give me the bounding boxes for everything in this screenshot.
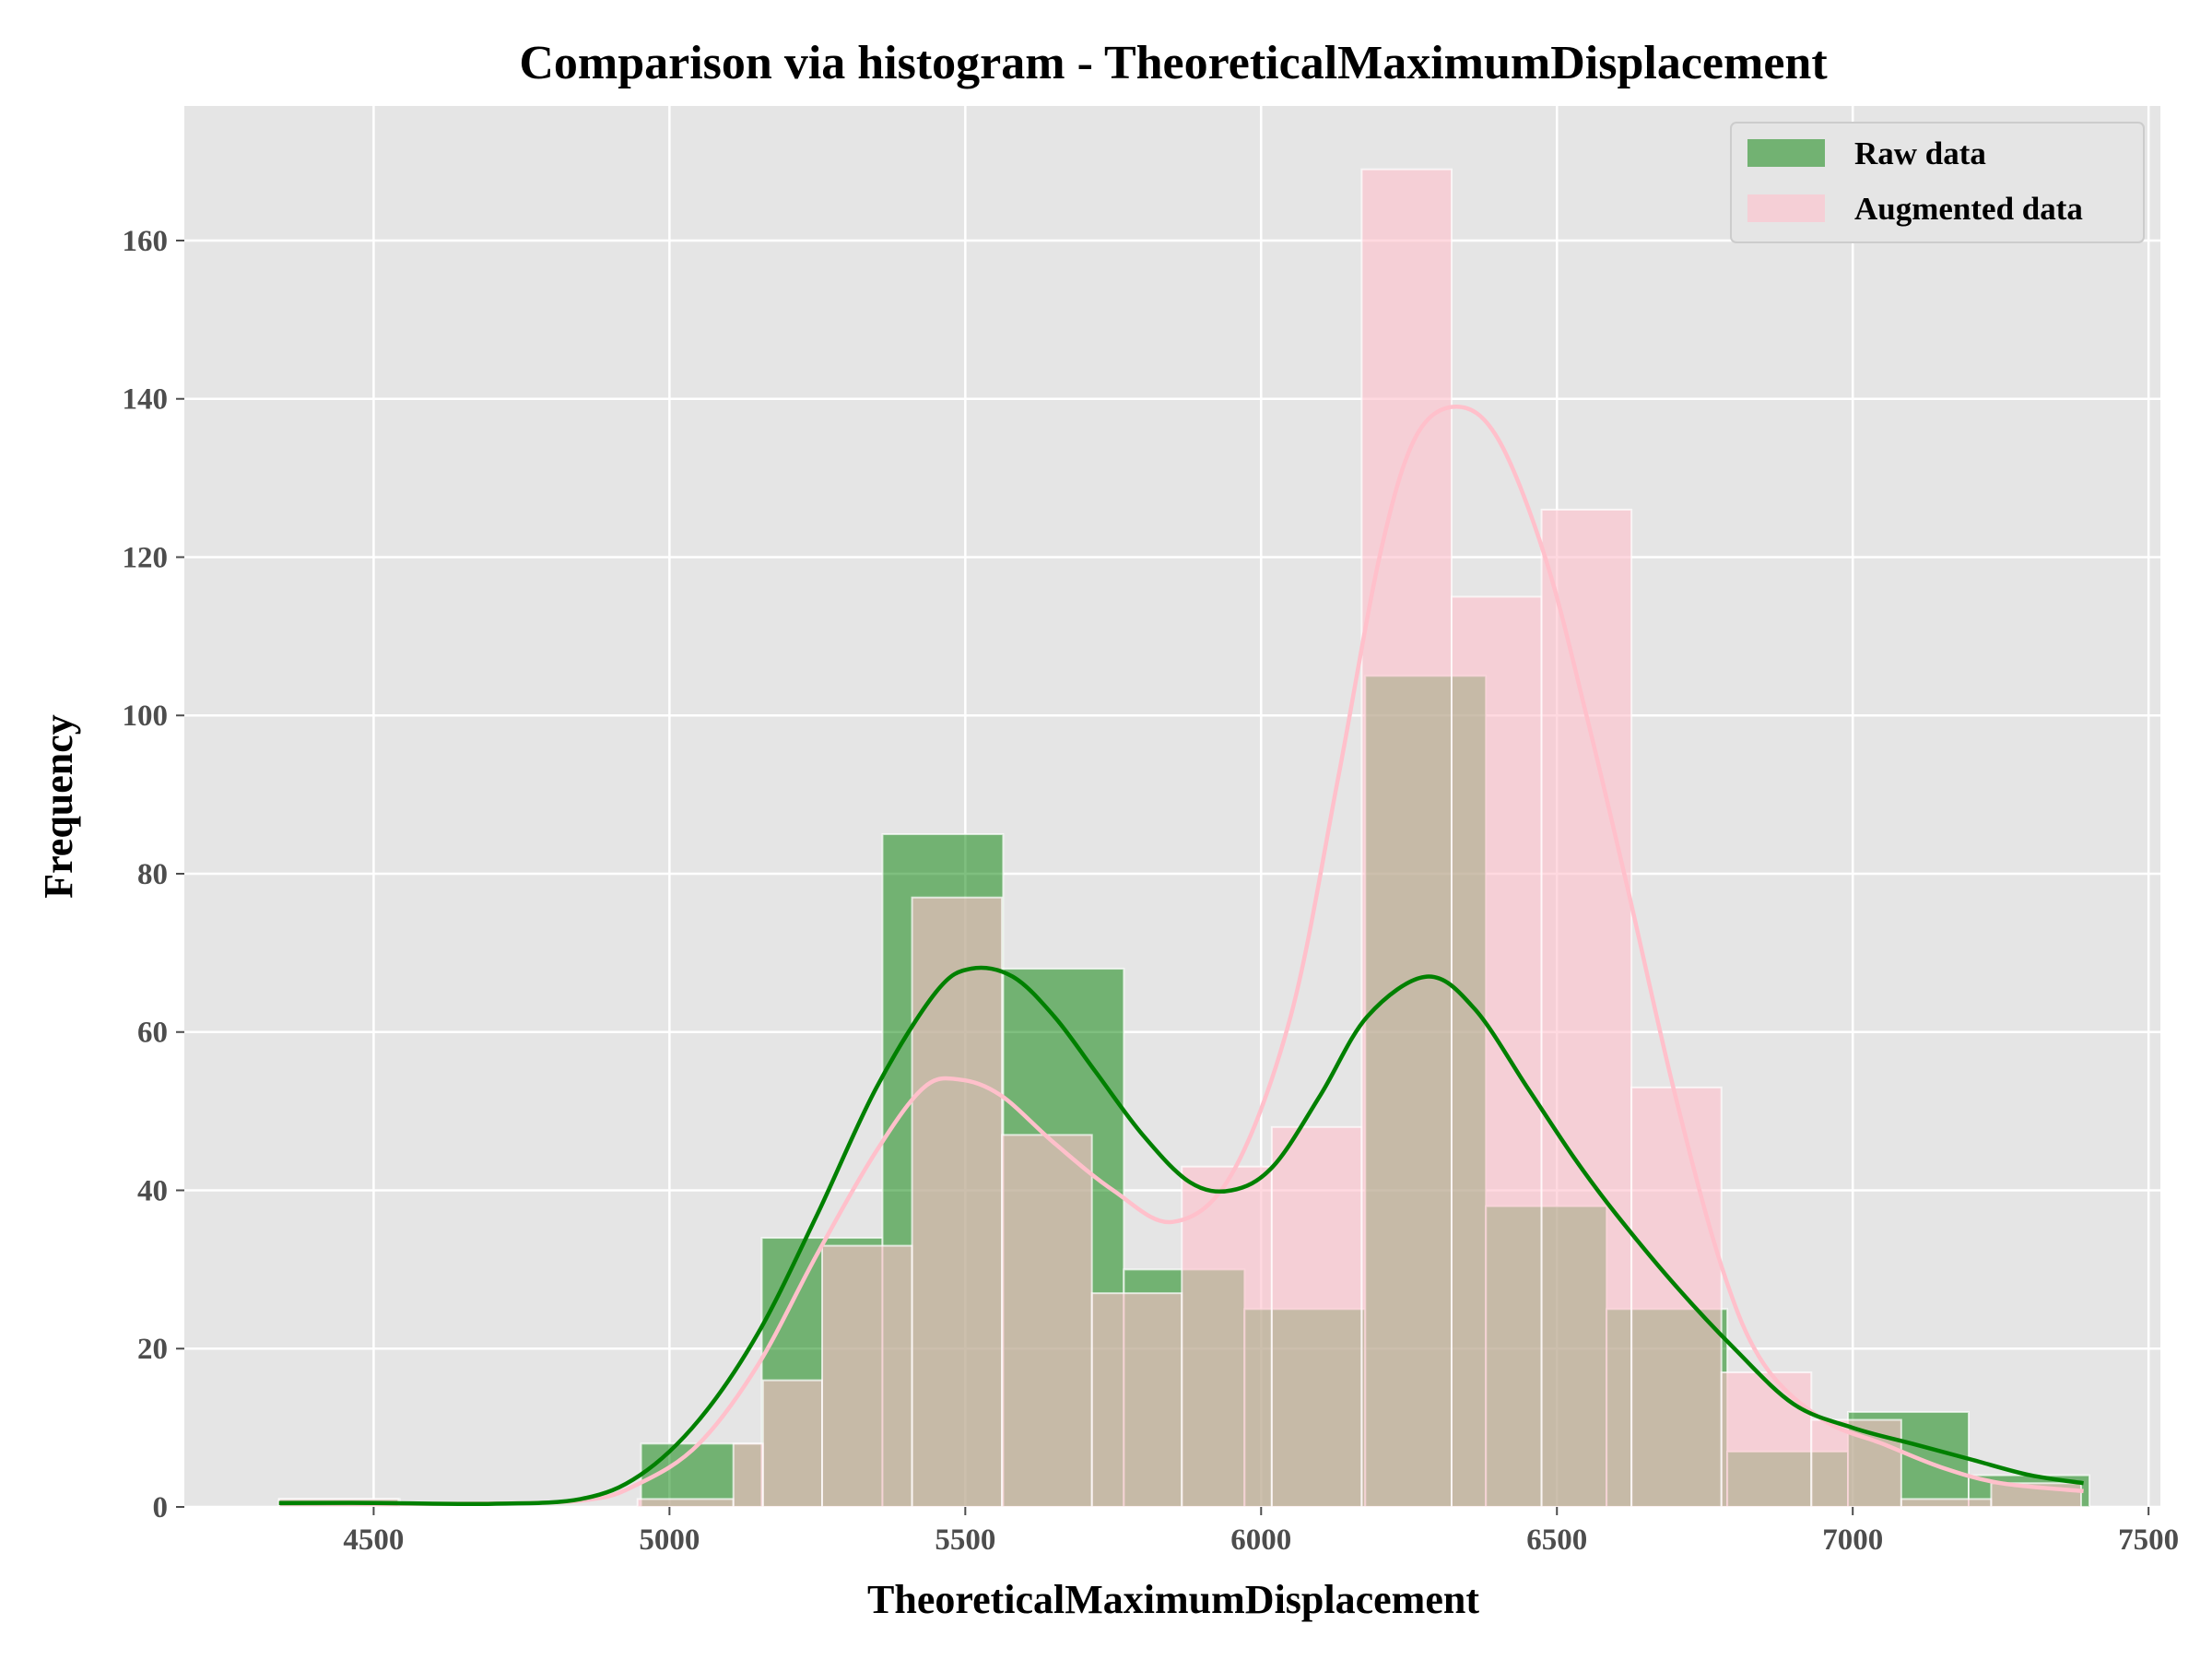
augmented-data-bar [636,1498,735,1509]
legend-label-raw: Raw data [1854,135,1986,171]
x-tick-label: 5000 [639,1524,700,1557]
x-tick-label: 5500 [935,1524,995,1557]
x-tick-label: 7000 [1822,1524,1883,1557]
augmented-data-bar [1001,1134,1093,1508]
augmented-data-bar [1990,1482,2082,1509]
axis-ticks: 4500 5000 5500 6000 6500 7000 7500 0 20 40 60 80 100… [123,225,2180,1557]
y-tick-label: 20 [137,1333,168,1366]
augmented-data-bar [1360,168,1453,1508]
legend-box [1730,122,2145,243]
y-tick-label: 80 [137,858,168,891]
y-tick-label: 40 [137,1174,168,1207]
y-tick-label: 100 [123,700,169,733]
y-axis-label: Frequency [36,714,81,899]
augmented-data-kde-line [278,405,2084,1506]
y-tick-label: 0 [153,1491,169,1524]
augmented-data-bar [820,1244,913,1509]
y-tick-label: 160 [123,225,169,258]
x-tick-label: 6500 [1526,1524,1587,1557]
x-tick-label: 4500 [343,1524,404,1557]
augmented-data-bar [1720,1371,1813,1509]
grid-lines [184,106,2160,1509]
legend-swatch-raw [1747,139,1825,167]
legend-label-augmented: Augmented data [1854,191,2083,227]
x-tick-label: 7500 [2118,1524,2179,1557]
x-tick-label: 6000 [1230,1524,1291,1557]
kde-curves [278,405,2084,1507]
y-tick-label: 60 [137,1017,168,1050]
y-tick-label: 120 [123,541,169,574]
y-tick-label: 140 [123,383,169,417]
augmented-data-bar [1900,1498,1993,1509]
raw-data-kde-line [278,965,2084,1507]
x-axis-label: TheoreticalMaximumDisplacement [867,1577,1479,1622]
augmented-data-bar [1540,508,1633,1509]
augmented-data-bar [1270,1125,1363,1509]
augmented-data-bar [1090,1292,1183,1509]
chart-title: Comparison via histogram - TheoreticalMa… [519,37,1828,89]
legend-swatch-augmented [1747,194,1825,222]
augmented-data-bar [732,1442,764,1508]
augmented-data-bar [1630,1086,1723,1508]
augmented-data-bar [1450,595,1543,1508]
augmented-data-bar [911,896,1004,1508]
augmented-data-bar [761,1379,823,1508]
augmented-data-bars [277,168,2082,1509]
augmented-data-bar [1181,1165,1273,1509]
legend: Raw data Augmented data [1730,122,2145,243]
